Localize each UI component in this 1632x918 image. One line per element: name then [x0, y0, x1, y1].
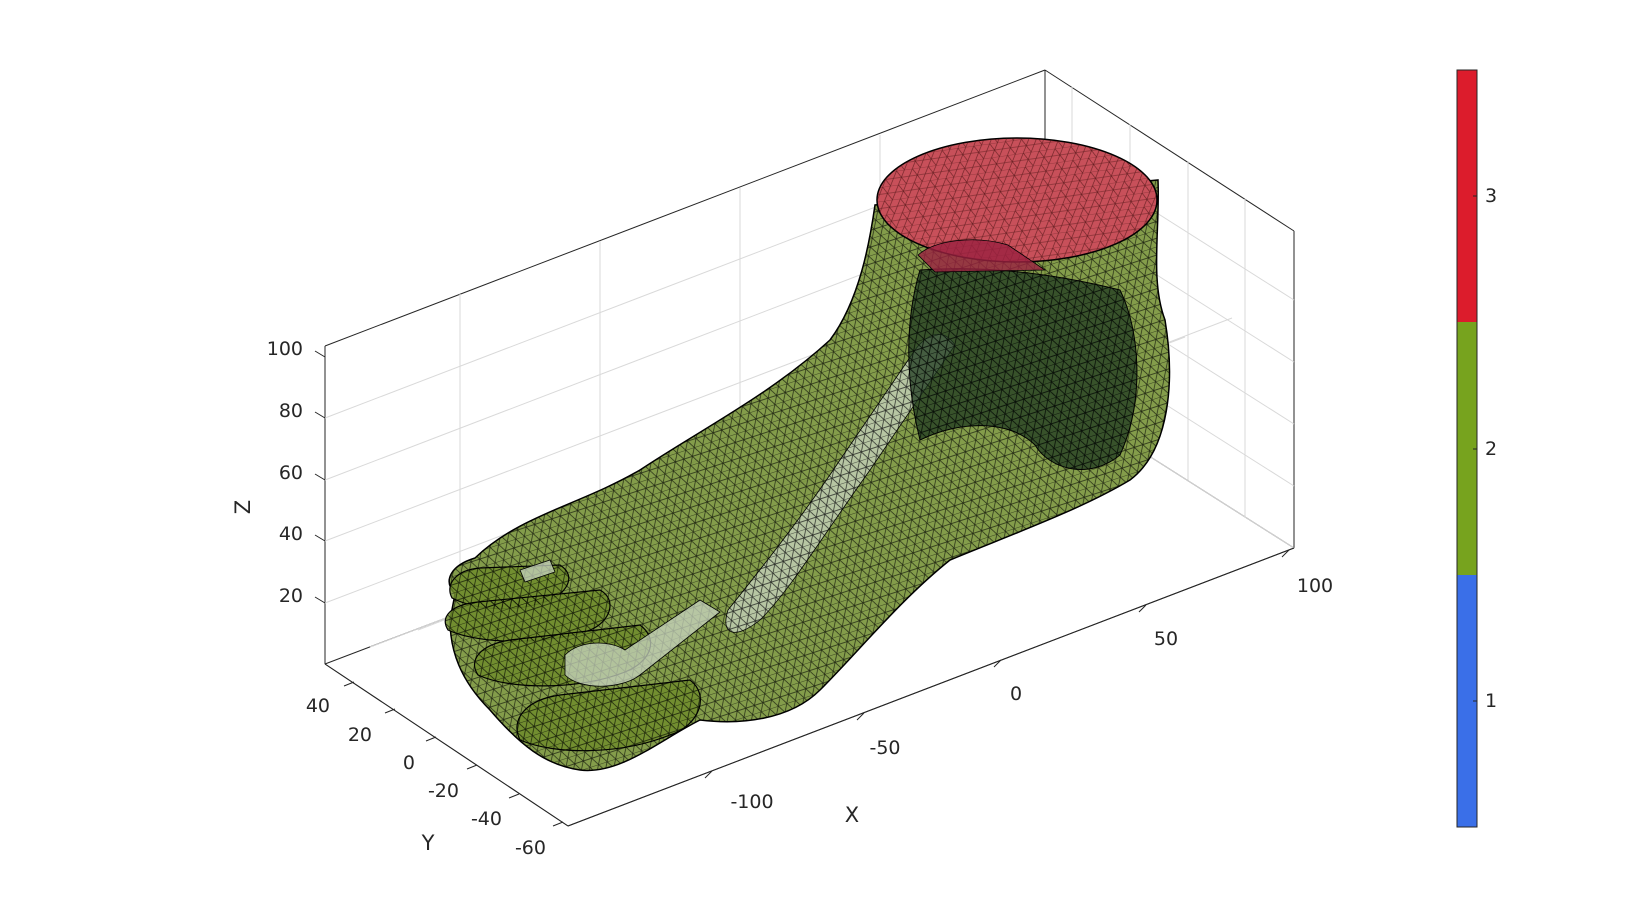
colorbar-tick-label: 2	[1485, 438, 1497, 460]
z-tick-label: 20	[279, 585, 303, 607]
colorbar-tick-label: 3	[1485, 185, 1497, 207]
colorbar-tick-label: 1	[1485, 690, 1497, 712]
y-axis-label: Y	[421, 831, 435, 855]
z-tick-label: 60	[279, 462, 303, 484]
z-tick-label: 80	[279, 400, 303, 422]
z-tick-label: 100	[267, 338, 303, 360]
colorbar-segment-2	[1457, 322, 1477, 575]
tick-marks	[314, 350, 1290, 827]
z-tick-labels: 20 40 60 80 100	[267, 338, 303, 607]
foot-mesh	[444, 137, 1171, 772]
y-tick-label: -20	[428, 780, 459, 802]
x-tick-label: 100	[1297, 575, 1333, 597]
y-tick-label: 40	[306, 695, 330, 717]
x-tick-label: -100	[730, 791, 773, 813]
x-tick-labels: -100 -50 0 50 100	[730, 575, 1333, 813]
x-tick-label: -50	[869, 737, 900, 759]
x-axis-label: X	[845, 803, 859, 827]
colorbar-segment-3	[1457, 70, 1477, 322]
y-tick-label: 0	[403, 752, 415, 774]
z-tick-label: 40	[279, 523, 303, 545]
z-axis-label: Z	[231, 500, 255, 514]
y-tick-label: -60	[515, 837, 546, 859]
y-tick-label: 20	[348, 724, 372, 746]
colorbar: 3 2 1	[1456, 69, 1497, 828]
colorbar-segment-1	[1457, 575, 1477, 827]
x-tick-label: 50	[1154, 628, 1178, 650]
y-tick-labels: -60 -40 -20 0 20 40	[306, 695, 546, 859]
x-tick-label: 0	[1010, 683, 1022, 705]
y-tick-label: -40	[471, 808, 502, 830]
